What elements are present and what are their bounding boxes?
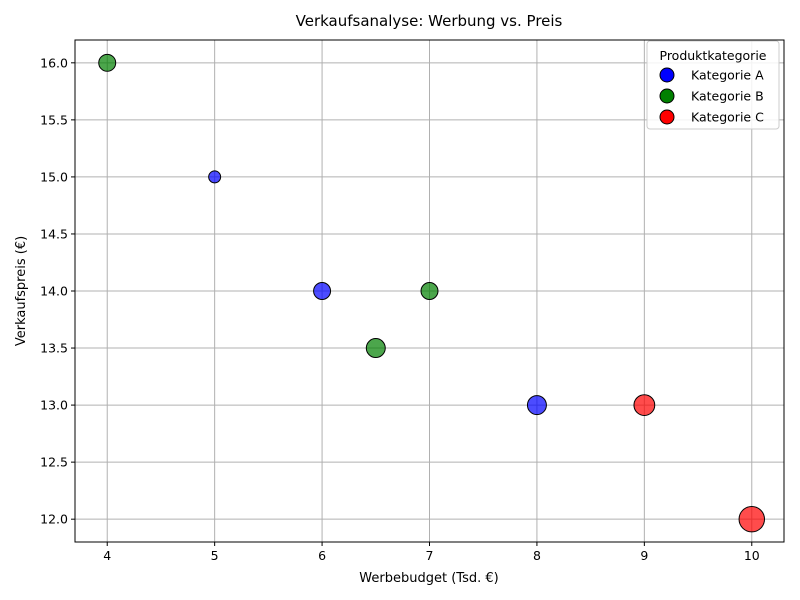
- x-tick-label: 8: [533, 548, 541, 563]
- x-axis-label: Werbebudget (Tsd. €): [359, 571, 498, 586]
- x-tick-label: 7: [426, 548, 434, 563]
- chart-title: Verkaufsanalyse: Werbung vs. Preis: [296, 12, 563, 30]
- data-point-kategorie-a: [313, 282, 332, 300]
- y-tick-label: 12.5: [40, 455, 68, 470]
- legend-label-kategorie-a: Kategorie A: [691, 68, 764, 83]
- grid: [75, 40, 784, 542]
- y-tick-label: 14.0: [40, 284, 68, 299]
- x-tick-label: 5: [211, 548, 219, 563]
- legend: Produktkategorie Kategorie A Kategorie B…: [646, 40, 780, 130]
- y-tick-label: 13.5: [40, 341, 68, 356]
- legend-label-kategorie-b: Kategorie B: [691, 89, 764, 104]
- y-axis-label: Verkaufspreis (€): [14, 236, 29, 346]
- data-point-kategorie-a: [526, 395, 547, 416]
- x-axis: 4 5 6 7 8 9 10: [103, 542, 760, 563]
- x-tick-label: 10: [744, 548, 760, 563]
- y-axis: 12.0 12.5 13.0 13.5 14.0 14.5 15.0 15.5 16.0: [40, 55, 75, 527]
- data-point-kategorie-b: [420, 282, 439, 300]
- legend-marker-kategorie-c: [659, 109, 675, 125]
- y-tick-label: 15.0: [40, 169, 68, 184]
- y-tick-label: 14.5: [40, 226, 68, 241]
- data-point-kategorie-c: [633, 394, 656, 416]
- data-point-kategorie-b: [98, 53, 117, 72]
- y-tick-label: 16.0: [40, 55, 68, 70]
- data-point-kategorie-b: [365, 338, 386, 359]
- y-tick-label: 13.0: [40, 398, 68, 413]
- data-point-kategorie-c: [738, 505, 766, 533]
- x-tick-label: 9: [640, 548, 648, 563]
- y-tick-label: 12.0: [40, 512, 68, 527]
- y-tick-label: 15.5: [40, 112, 68, 127]
- legend-marker-kategorie-b: [659, 88, 675, 104]
- legend-title: Produktkategorie: [660, 48, 767, 63]
- data-point-kategorie-a: [208, 170, 222, 184]
- legend-marker-kategorie-a: [659, 67, 675, 83]
- x-tick-label: 4: [103, 548, 111, 563]
- legend-box: [646, 40, 780, 130]
- legend-label-kategorie-c: Kategorie C: [691, 110, 764, 125]
- data-points: [98, 53, 766, 533]
- x-tick-label: 6: [318, 548, 326, 563]
